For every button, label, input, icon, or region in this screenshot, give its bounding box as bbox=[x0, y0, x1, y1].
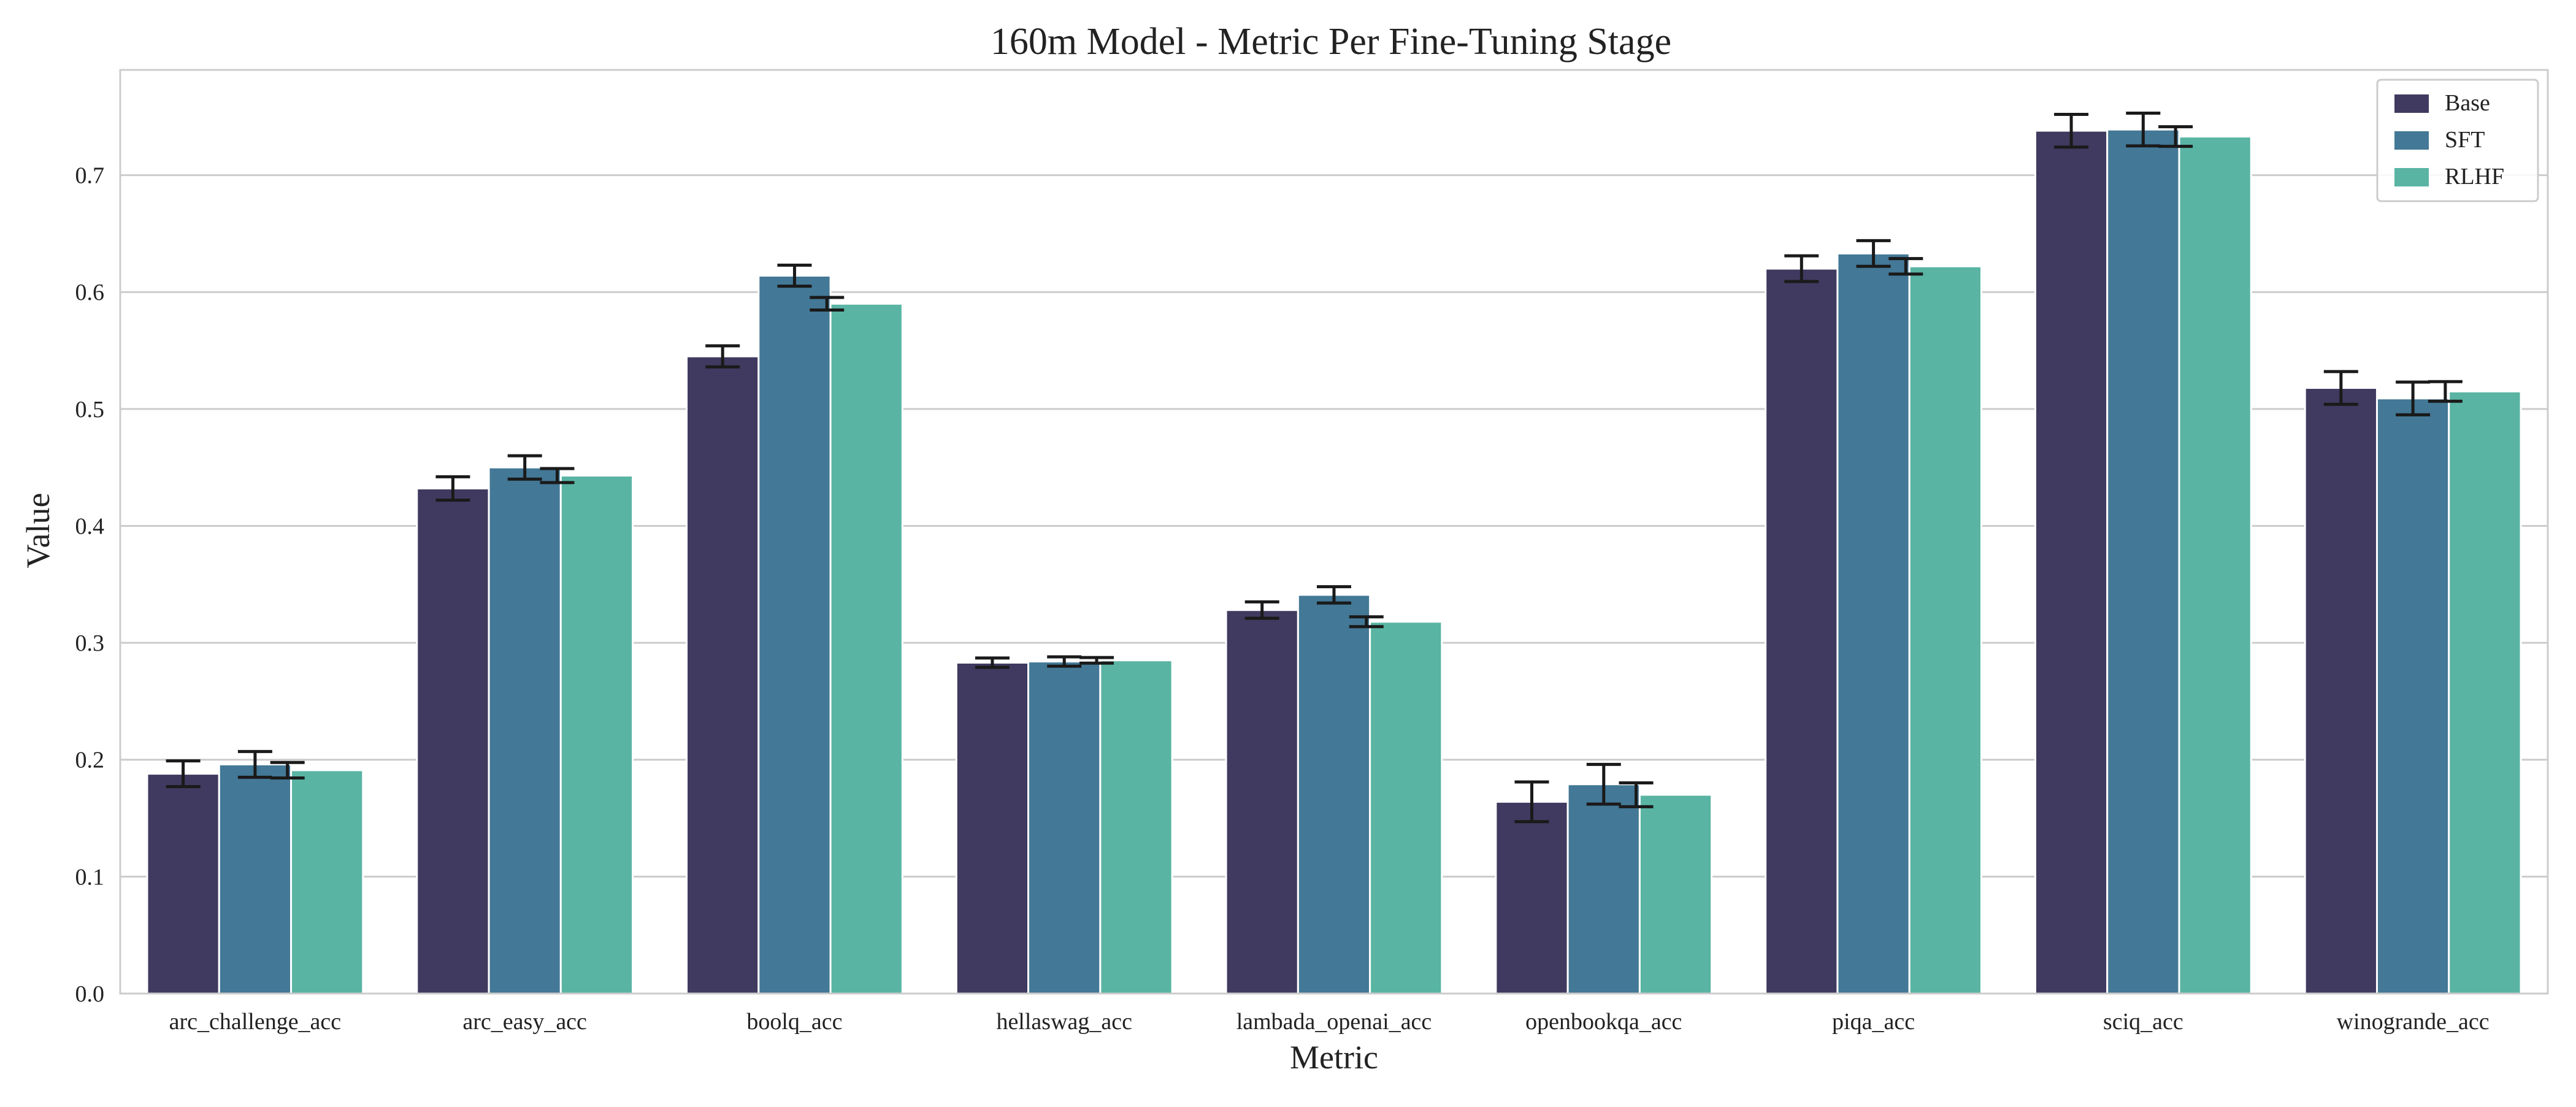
bar-rlhf bbox=[1908, 265, 1982, 995]
y-tick-label: 0.0 bbox=[75, 981, 105, 1007]
bar-sft bbox=[488, 466, 562, 995]
bar-base bbox=[1765, 267, 1839, 995]
bar-rlhf bbox=[1099, 659, 1173, 995]
x-tick-labels: arc_challenge_acc arc_easy_acc boolq_acc he… bbox=[169, 1009, 2490, 1035]
plot-frame bbox=[119, 69, 2549, 995]
bar-rlhf bbox=[559, 474, 634, 995]
bar-base bbox=[1225, 609, 1299, 995]
bar-sft bbox=[757, 275, 832, 995]
bar-base bbox=[2034, 129, 2109, 995]
x-tick-label: boolq_acc bbox=[746, 1009, 842, 1035]
y-tick-label: 0.3 bbox=[75, 630, 105, 656]
bar-base bbox=[416, 487, 490, 995]
bar-base bbox=[1495, 800, 1569, 995]
legend-label-base: Base bbox=[2445, 90, 2490, 116]
x-axis-label: Metric bbox=[1290, 1039, 1378, 1076]
x-tick-label: lambada_openai_acc bbox=[1236, 1009, 1432, 1035]
bar-rlhf bbox=[290, 769, 364, 995]
y-tick-label: 0.7 bbox=[75, 163, 105, 189]
x-tick-label: piqa_acc bbox=[1832, 1009, 1915, 1035]
bar-sft bbox=[2375, 397, 2450, 995]
x-tick-label: openbookqa_acc bbox=[1525, 1009, 1682, 1035]
legend-swatch-rlhf bbox=[2394, 168, 2429, 186]
x-tick-label: winogrande_acc bbox=[2337, 1009, 2490, 1035]
bar-sft bbox=[1836, 252, 1911, 995]
bar-rlhf bbox=[829, 302, 903, 995]
y-tick-label: 0.2 bbox=[75, 748, 105, 773]
bar-rlhf bbox=[1369, 621, 1443, 995]
bar-sft bbox=[1027, 661, 1102, 995]
y-tick-label: 0.6 bbox=[75, 280, 105, 305]
bar-base bbox=[955, 662, 1030, 995]
x-tick-label: hellaswag_acc bbox=[996, 1009, 1132, 1035]
bar-base bbox=[2304, 387, 2378, 995]
bar-sft bbox=[1297, 594, 1371, 995]
legend-label-sft: SFT bbox=[2445, 127, 2485, 153]
legend-label-rlhf: RLHF bbox=[2445, 164, 2504, 190]
x-tick-label: arc_easy_acc bbox=[462, 1009, 587, 1035]
legend: Base SFT RLHF bbox=[2376, 79, 2539, 202]
bar-rlhf bbox=[2178, 136, 2252, 995]
bar-base bbox=[146, 773, 220, 995]
y-tick-label: 0.5 bbox=[75, 397, 105, 423]
bar-sft bbox=[1566, 783, 1641, 995]
y-axis-label: Value bbox=[20, 493, 56, 569]
x-tick-label: arc_challenge_acc bbox=[169, 1009, 342, 1035]
chart-title: 160m Model - Metric Per Fine-Tuning Stag… bbox=[991, 21, 1671, 63]
legend-swatch-sft bbox=[2394, 131, 2429, 150]
bar-sft bbox=[218, 763, 293, 995]
x-tick-label: sciq_acc bbox=[2103, 1009, 2183, 1035]
bar-base bbox=[686, 355, 760, 995]
y-tick-label: 0.4 bbox=[75, 513, 105, 539]
bar-rlhf bbox=[2448, 390, 2522, 995]
error-bars-layer bbox=[166, 112, 2463, 824]
bars-layer bbox=[146, 128, 2522, 995]
bar-sft bbox=[2106, 128, 2180, 995]
y-tick-label: 0.1 bbox=[75, 864, 105, 890]
legend-swatch-base bbox=[2394, 94, 2429, 113]
bar-rlhf bbox=[1638, 794, 1713, 995]
